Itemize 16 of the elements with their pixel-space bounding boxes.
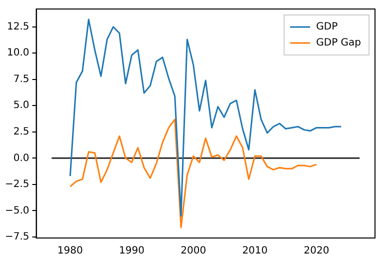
y-tick-label: −5.0 [4, 205, 30, 216]
legend-label: GDP [316, 22, 338, 33]
x-tick-label: 1980 [57, 246, 83, 257]
y-tick-label: −7.5 [4, 232, 30, 243]
x-tick-label: 2000 [180, 246, 206, 257]
y-tick-label: 2.5 [13, 126, 30, 138]
legend-label: GDP Gap [316, 38, 362, 49]
y-tick-label: −2.5 [4, 179, 30, 190]
x-tick-label: 1990 [119, 246, 144, 257]
x-tick-label: 2020 [304, 246, 330, 257]
y-tick-label: 7.5 [13, 74, 30, 85]
y-tick-label: 0.0 [13, 152, 30, 164]
x-tick-label: 2010 [242, 246, 268, 257]
y-tick-label: 12.5 [7, 21, 30, 32]
y-tick-label: 10.0 [7, 48, 30, 59]
y-tick-label: 5.0 [13, 100, 30, 112]
